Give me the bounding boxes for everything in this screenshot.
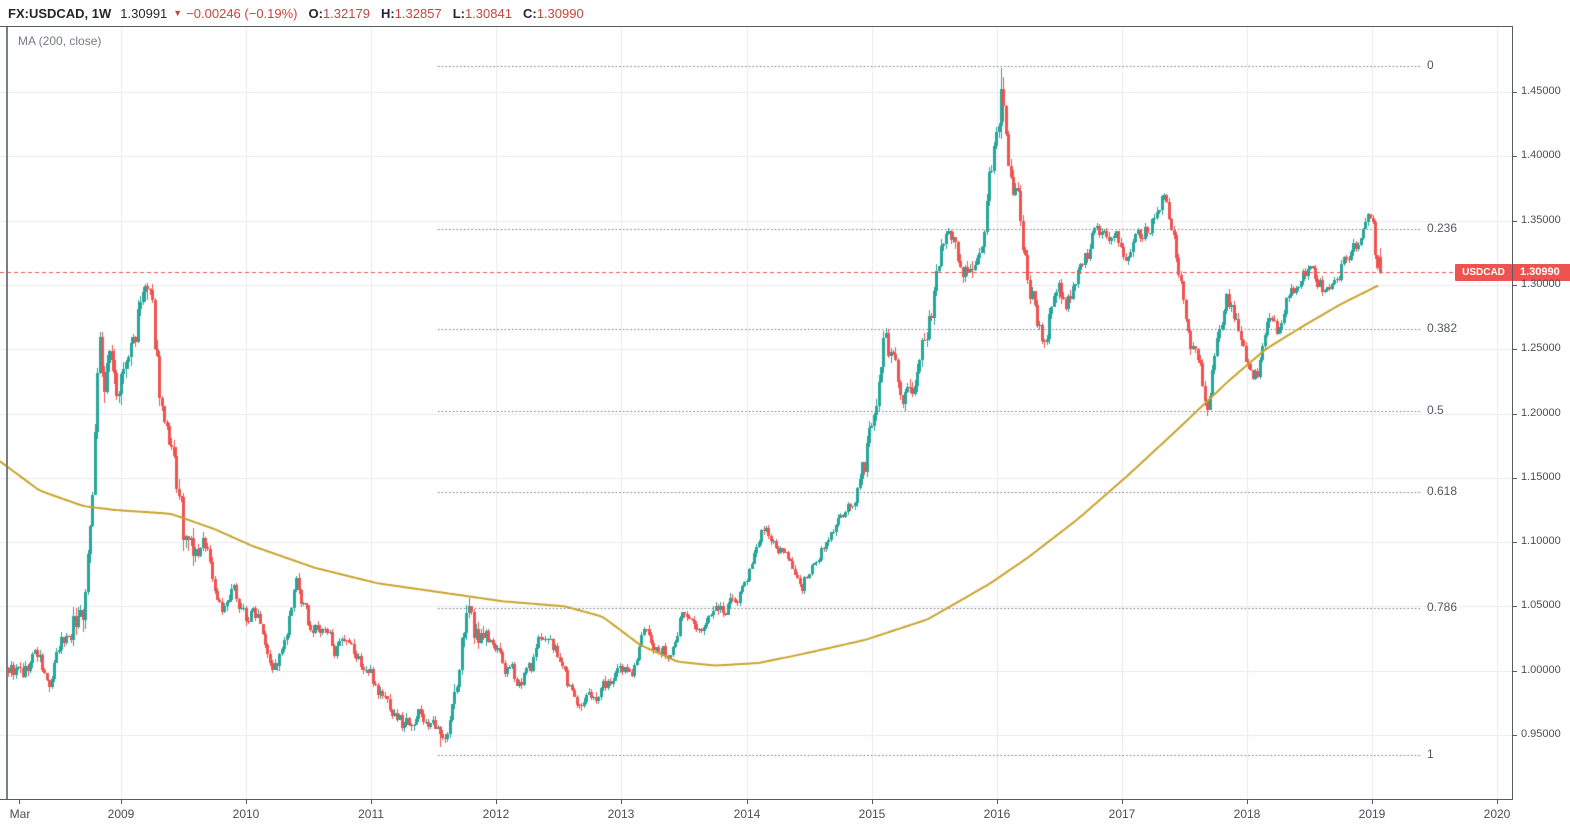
time-tick-label: 2009 bbox=[107, 807, 135, 821]
ohlc-high: H:1.32857 bbox=[381, 6, 442, 21]
time-tick bbox=[1372, 800, 1373, 804]
time-tick bbox=[496, 800, 497, 804]
price-tick bbox=[1513, 155, 1517, 157]
legend-bar: FX:USDCAD, 1W 1.30991 ▼ −0.00246 (−0.19%… bbox=[8, 0, 584, 26]
fib-level-label: 0.5 bbox=[1427, 402, 1444, 417]
high-label: H: bbox=[380, 5, 395, 21]
price-change: −0.00246 (−0.19%) bbox=[186, 5, 298, 21]
price-tick-label: 1.15000 bbox=[1521, 470, 1561, 483]
last-price-flag: 1.30990 bbox=[1513, 263, 1570, 281]
price-tick bbox=[1513, 477, 1517, 479]
price-tick bbox=[1513, 413, 1517, 415]
price-tick-label: 1.30000 bbox=[1521, 277, 1561, 290]
time-tick bbox=[1247, 800, 1248, 804]
price-tick bbox=[1513, 91, 1517, 93]
time-tick bbox=[246, 800, 247, 804]
price-tick-label: 1.10000 bbox=[1521, 535, 1561, 548]
price-tick bbox=[1513, 670, 1517, 672]
time-tick-label: Mar bbox=[9, 807, 31, 821]
time-tick-label: 2014 bbox=[733, 807, 761, 821]
symbol-title[interactable]: FX:USDCAD, 1W bbox=[8, 5, 112, 21]
time-axis-border bbox=[0, 799, 1513, 800]
time-tick bbox=[371, 800, 372, 804]
fib-level-label: 0 bbox=[1427, 58, 1434, 73]
price-axis-border bbox=[1512, 26, 1513, 833]
time-tick bbox=[1122, 800, 1123, 804]
time-tick-label: 2016 bbox=[983, 807, 1011, 821]
time-tick-label: 2013 bbox=[607, 807, 635, 821]
time-axis[interactable]: Mar 2009 2010 2011 2012 2013 2014 2015 2016 2017 2… bbox=[0, 800, 1513, 833]
fib-level-label: 0.382 bbox=[1427, 321, 1458, 336]
ma-indicator-label[interactable]: MA (200, close) bbox=[18, 34, 102, 48]
fib-level-label: 1 bbox=[1427, 746, 1434, 761]
ohlc-open: O:1.32179 bbox=[309, 6, 370, 21]
open-label: O: bbox=[308, 5, 323, 21]
price-tick-label: 1.40000 bbox=[1521, 149, 1561, 162]
chart-plot-area[interactable]: MA (200, close) USDCAD 0 0.236 0.382 0.5 0.6… bbox=[0, 27, 1512, 800]
fib-level-label: 0.236 bbox=[1427, 220, 1458, 235]
ohlc-low: L:1.30841 bbox=[453, 6, 512, 21]
time-tick bbox=[19, 800, 20, 804]
pane-left-edge bbox=[6, 27, 8, 800]
header-divider bbox=[0, 26, 1513, 27]
time-tick-label: 2015 bbox=[858, 807, 886, 821]
fib-level-label: 0.786 bbox=[1427, 599, 1458, 614]
time-tick-label: 2010 bbox=[232, 807, 260, 821]
price-tick bbox=[1513, 284, 1517, 286]
price-tick bbox=[1513, 605, 1517, 607]
price-tick bbox=[1513, 220, 1517, 222]
price-axis[interactable]: 1.30990 1.45000 1.40000 1.35000 1.30000 1.25… bbox=[1513, 27, 1570, 833]
time-tick-label: 2020 bbox=[1483, 807, 1511, 821]
price-tick-label: 1.25000 bbox=[1521, 342, 1561, 355]
low-label: L: bbox=[452, 5, 465, 21]
price-tick-label: 1.35000 bbox=[1521, 213, 1561, 226]
last-price: 1.30991 bbox=[120, 5, 168, 21]
down-arrow-icon: ▼ bbox=[173, 8, 183, 18]
time-tick-label: 2011 bbox=[358, 807, 384, 821]
price-tick-label: 1.05000 bbox=[1521, 599, 1561, 612]
candlestick-chart[interactable] bbox=[0, 27, 1512, 800]
time-tick-label: 2019 bbox=[1358, 807, 1386, 821]
close-value: 1.30990 bbox=[536, 5, 584, 21]
time-tick bbox=[121, 800, 122, 804]
fib-level-label: 0.618 bbox=[1427, 483, 1458, 498]
price-tick-label: 0.95000 bbox=[1521, 728, 1561, 740]
price-tick bbox=[1513, 348, 1517, 350]
low-value: 1.30841 bbox=[464, 5, 512, 21]
price-tick-label: 1.20000 bbox=[1521, 406, 1561, 419]
price-tick-label: 1.45000 bbox=[1521, 85, 1561, 97]
time-tick bbox=[747, 800, 748, 804]
open-value: 1.32179 bbox=[322, 5, 370, 21]
ohlc-close: C:1.30990 bbox=[523, 6, 584, 21]
time-tick bbox=[997, 800, 998, 804]
time-tick-label: 2018 bbox=[1233, 807, 1261, 821]
time-tick-label: 2012 bbox=[482, 807, 510, 821]
symbol-price-badge: USDCAD bbox=[1455, 263, 1512, 281]
price-tick bbox=[1513, 734, 1517, 736]
close-label: C: bbox=[522, 5, 537, 21]
high-value: 1.32857 bbox=[394, 5, 442, 21]
price-tick-label: 1.00000 bbox=[1521, 663, 1561, 676]
time-tick-label: 2017 bbox=[1108, 807, 1136, 821]
time-tick bbox=[1497, 800, 1498, 804]
time-tick bbox=[621, 800, 622, 804]
price-tick bbox=[1513, 541, 1517, 543]
time-tick bbox=[872, 800, 873, 804]
